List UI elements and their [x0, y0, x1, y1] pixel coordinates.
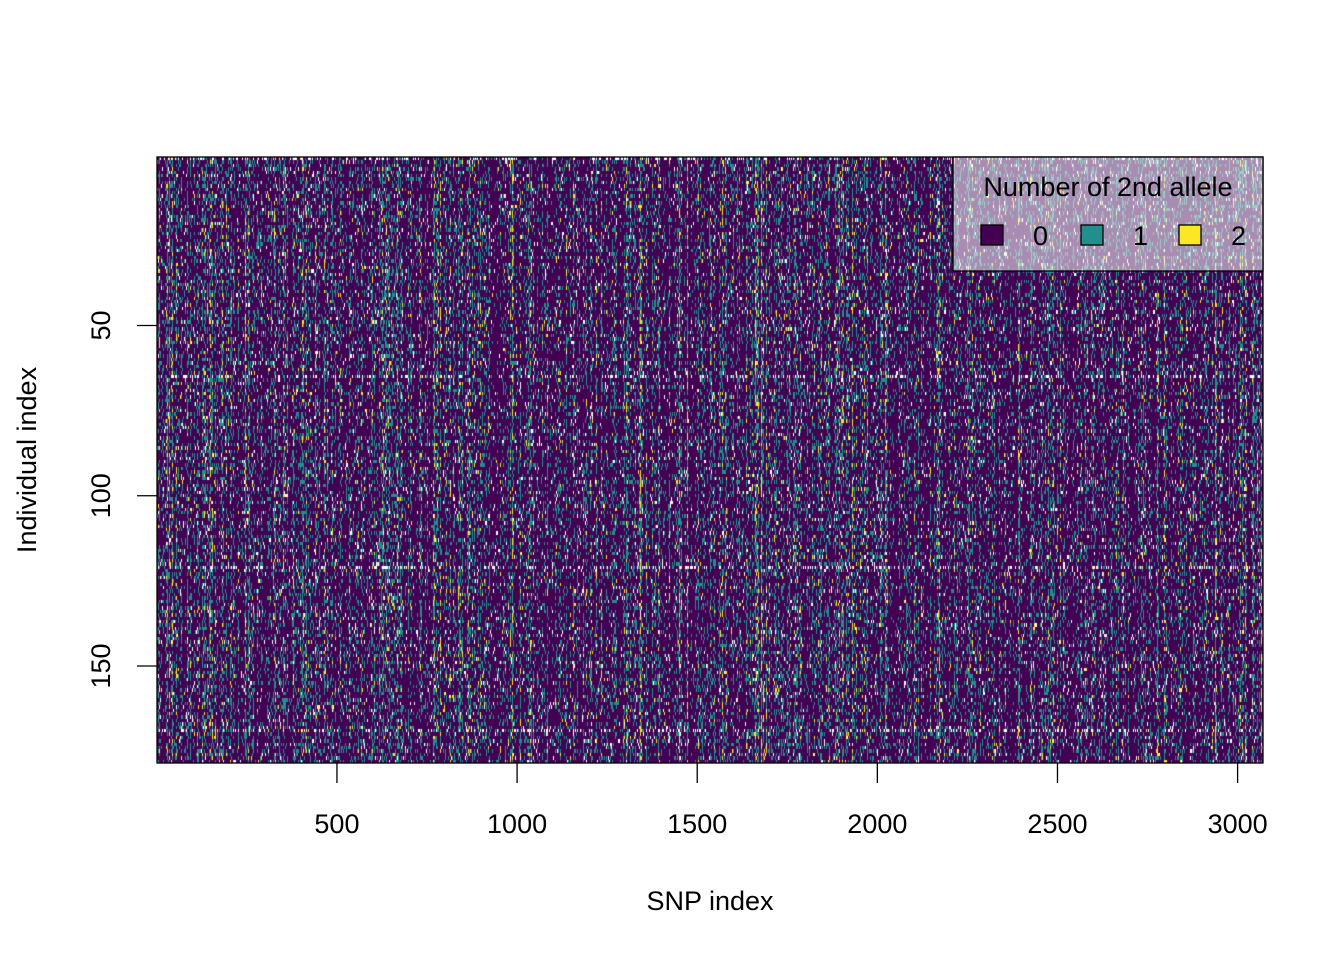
y-tick-label: 100 — [86, 473, 116, 518]
legend: Number of 2nd allele 0 1 2 — [952, 156, 1264, 272]
legend-entry-label: 2 — [1231, 221, 1246, 251]
y-axis-label: Individual index — [12, 366, 42, 553]
legend-entry-label: 0 — [1033, 221, 1048, 251]
legend-swatch — [1178, 224, 1202, 246]
x-tick-label: 1500 — [667, 809, 727, 839]
y-axis: 50 100 150 — [86, 310, 157, 689]
x-tick-label: 2000 — [847, 809, 907, 839]
legend-title: Number of 2nd allele — [983, 172, 1232, 202]
legend-entries: 0 1 2 — [980, 221, 1246, 251]
x-tick-label: 500 — [314, 809, 359, 839]
legend-swatch — [980, 224, 1004, 246]
legend-swatch — [1080, 224, 1104, 246]
x-tick-label: 3000 — [1208, 809, 1268, 839]
x-axis: 500 1000 1500 2000 2500 3000 — [314, 763, 1268, 839]
legend-box — [952, 156, 1264, 272]
y-tick-label: 150 — [86, 643, 116, 688]
x-tick-label: 1000 — [487, 809, 547, 839]
plot-frame — [156, 156, 1264, 764]
y-tick-label: 50 — [86, 310, 116, 340]
x-tick-label: 2500 — [1027, 809, 1087, 839]
legend-entry-label: 1 — [1133, 221, 1148, 251]
x-axis-label: SNP index — [646, 886, 774, 916]
